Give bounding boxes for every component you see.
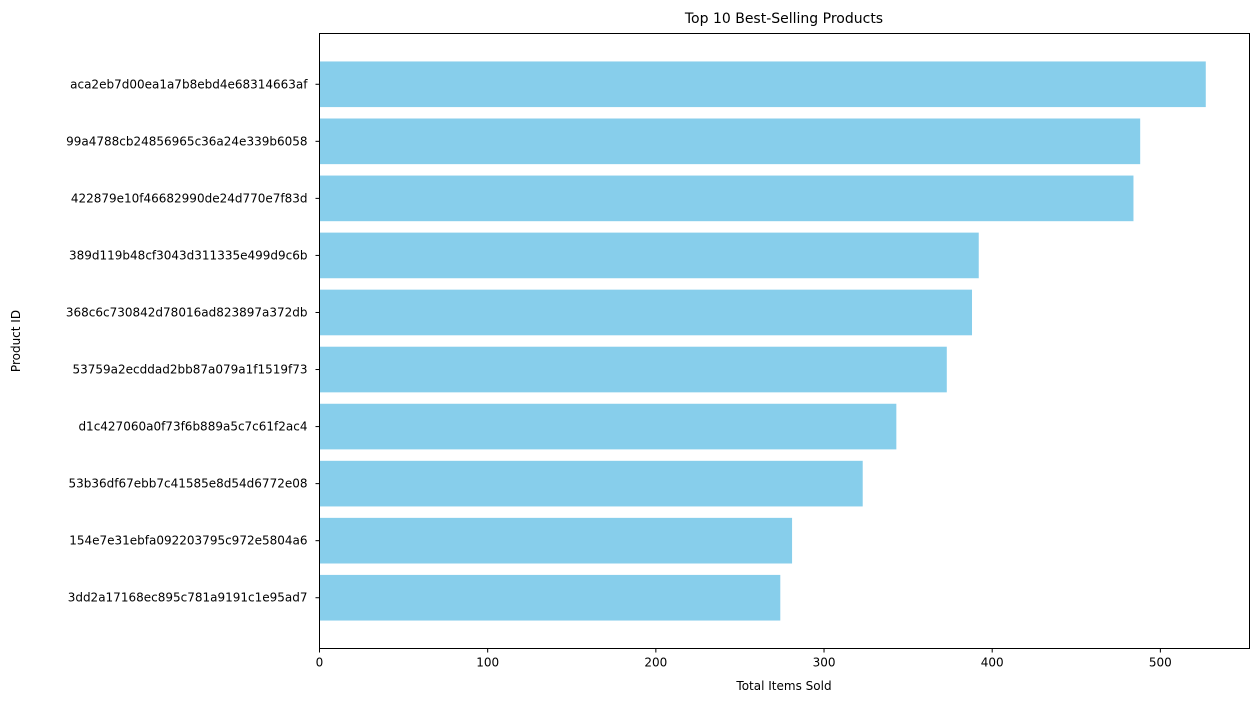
chart-title: Top 10 Best-Selling Products <box>684 11 883 27</box>
bar-5 <box>319 289 973 336</box>
bar-4 <box>319 232 979 279</box>
x-tick-label: 500 <box>1149 656 1172 670</box>
y-tick-label: 53b36df67ebb7c41585e8d54d6772e08 <box>68 477 307 491</box>
bar-8 <box>319 460 863 507</box>
y-tick-label: 154e7e31ebfa092203795c972e5804a6 <box>69 534 307 548</box>
x-axis-title: Total Items Sold <box>735 679 831 693</box>
y-tick-label: aca2eb7d00ea1a7b8ebd4e68314663af <box>70 77 308 91</box>
x-axis-ticks: 0 100 200 300 400 500 <box>316 648 1172 670</box>
x-tick-label: 100 <box>476 656 499 670</box>
x-tick-label: 300 <box>813 656 836 670</box>
x-tick-label: 0 <box>316 656 324 670</box>
bar-10 <box>319 574 781 621</box>
y-tick-label: 368c6c730842d78016ad823897a372db <box>66 305 308 319</box>
plot-frame <box>319 33 1250 649</box>
y-axis-ticks: aca2eb7d00ea1a7b8ebd4e68314663af 99a4788c… <box>66 77 320 605</box>
x-tick-label: 400 <box>981 656 1004 670</box>
bar-6 <box>319 346 947 393</box>
bar-9 <box>319 517 793 564</box>
y-tick-label: d1c427060a0f73f6b889a5c7c61f2ac4 <box>78 420 307 434</box>
x-tick-label: 200 <box>644 656 667 670</box>
y-tick-label: 99a4788cb24856965c36a24e339b6058 <box>66 134 307 148</box>
y-tick-label: 53759a2ecddad2bb87a079a1f1519f73 <box>73 363 308 377</box>
y-tick-label: 422879e10f46682990de24d770e7f83d <box>71 191 308 205</box>
bars-group <box>319 61 1206 621</box>
y-tick-label: 389d119b48cf3043d311335e499d9c6b <box>69 248 308 262</box>
bar-1 <box>319 61 1206 108</box>
bar-2 <box>319 118 1141 165</box>
y-tick-label: 3dd2a17168ec895c781a9191c1e95ad7 <box>68 591 308 605</box>
bar-7 <box>319 403 897 450</box>
bar-3 <box>319 175 1134 222</box>
y-axis-title: Product ID <box>9 310 23 372</box>
